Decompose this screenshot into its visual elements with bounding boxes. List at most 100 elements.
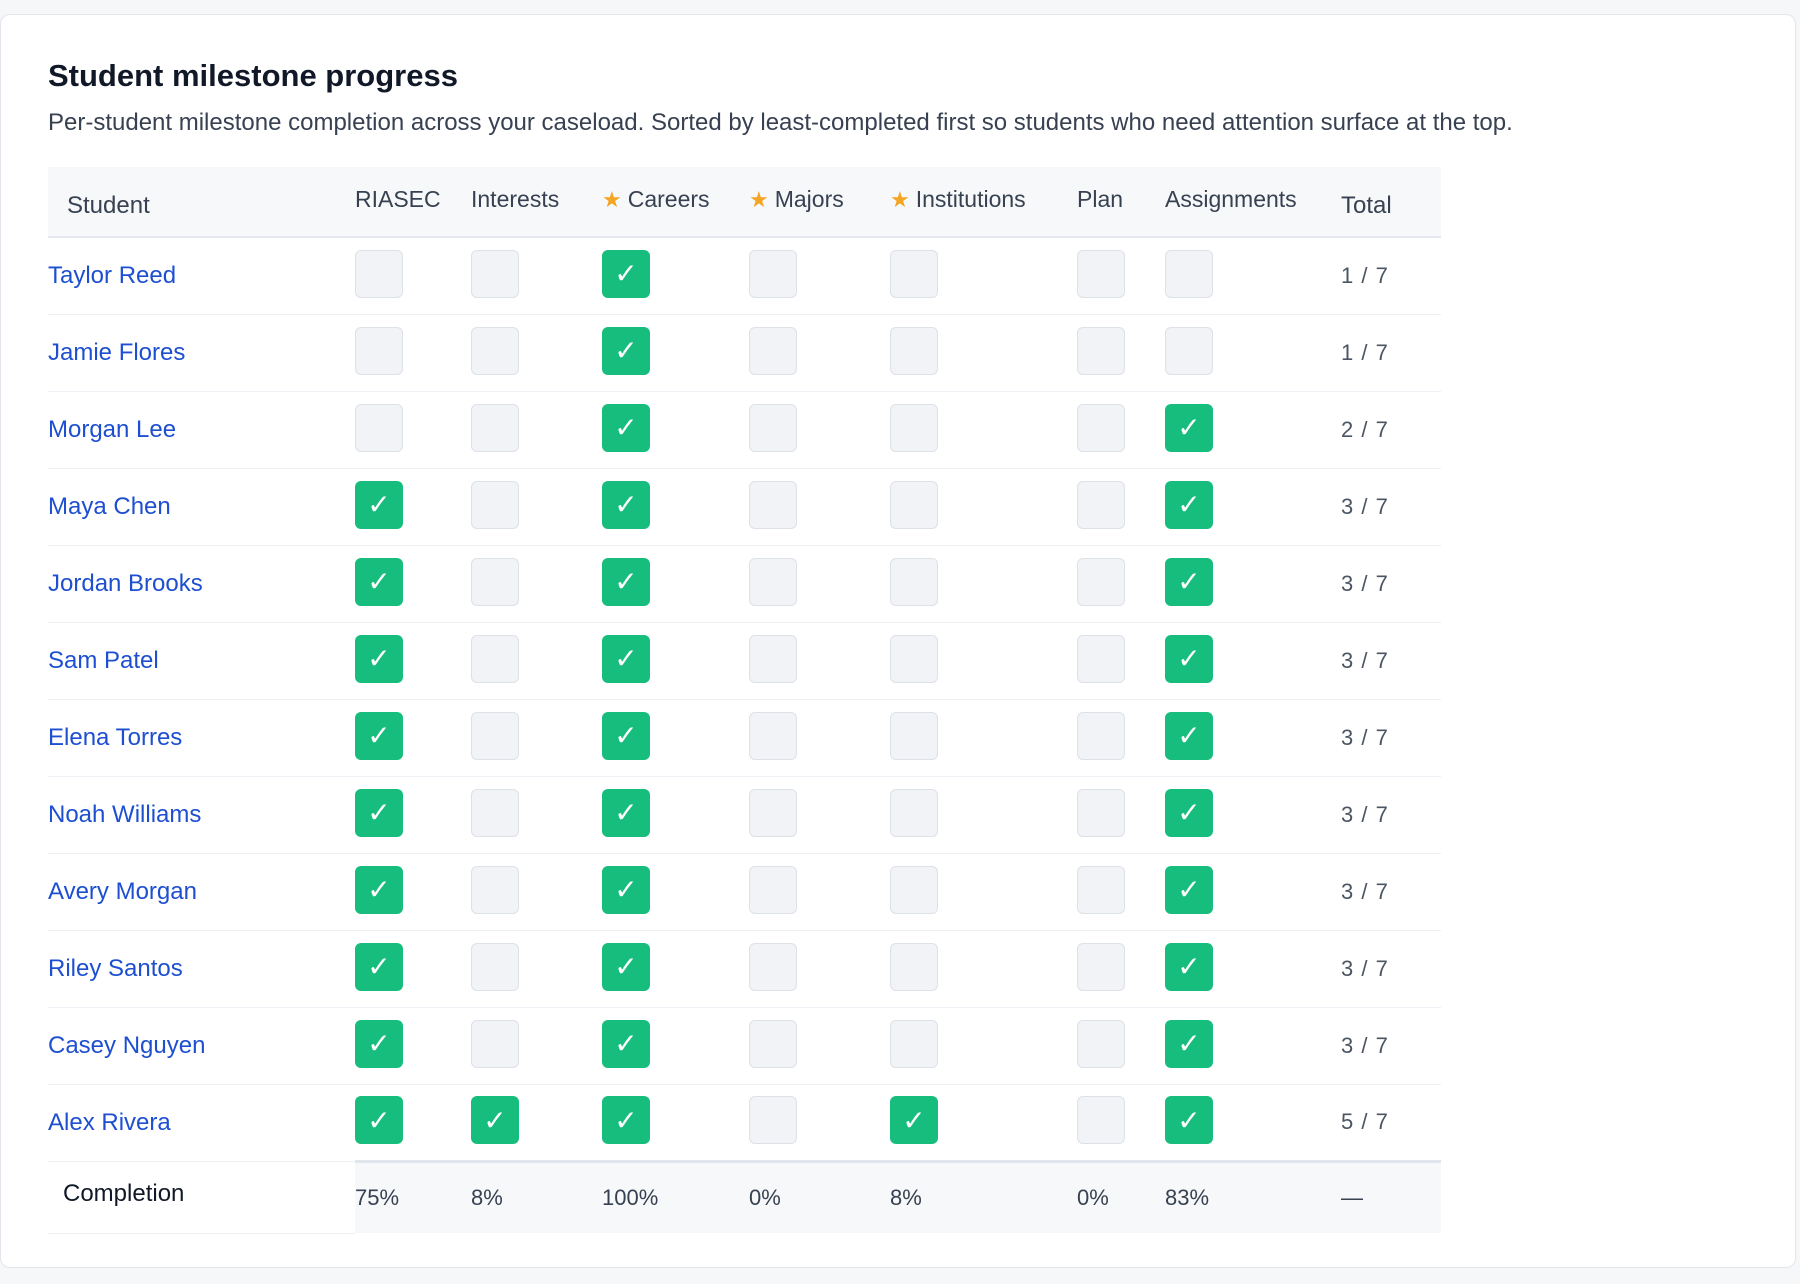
- milestone-incomplete-box: [890, 557, 938, 606]
- milestone-complete-check: ✓: [602, 403, 650, 452]
- student-name-link[interactable]: Sam Patel: [48, 646, 159, 674]
- student-name-cell: Elena Torres: [48, 699, 355, 776]
- milestone-cell: [471, 699, 602, 776]
- milestone-cell: [749, 1007, 890, 1084]
- milestone-cell: [471, 1007, 602, 1084]
- column-header-label: RIASEC: [355, 186, 441, 212]
- student-name-link[interactable]: Riley Santos: [48, 954, 183, 982]
- milestone-cell: ✓: [1165, 622, 1341, 699]
- column-header-label: Interests: [471, 186, 560, 212]
- table-header-row: Student RIASEC Interests ★ Careers ★ Major…: [48, 167, 1441, 238]
- milestone-cell: [471, 391, 602, 468]
- milestone-incomplete-box: [890, 865, 938, 914]
- milestone-cell: ✓: [355, 545, 471, 622]
- column-header-careers: ★ Careers: [602, 167, 749, 238]
- card-title: Student milestone progress: [48, 58, 458, 93]
- student-total: 3 / 7: [1341, 1032, 1389, 1058]
- milestone-complete-check: ✓: [602, 942, 650, 991]
- milestone-cell: [1165, 237, 1341, 314]
- milestone-complete-check: ✓: [1165, 788, 1213, 837]
- milestone-incomplete-box: [1077, 634, 1125, 683]
- milestone-incomplete-box: [1077, 711, 1125, 760]
- milestone-cell: [749, 1084, 890, 1161]
- student-total: 3 / 7: [1341, 955, 1389, 981]
- milestone-incomplete-box: [1077, 1096, 1125, 1144]
- milestone-cell: ✓: [602, 545, 749, 622]
- milestone-incomplete-box: [749, 403, 797, 452]
- milestone-cell: ✓: [602, 699, 749, 776]
- student-name-link[interactable]: Alex Rivera: [48, 1108, 171, 1136]
- milestone-complete-check: ✓: [355, 1096, 403, 1144]
- milestone-complete-check: ✓: [1165, 711, 1213, 760]
- completion-value: 8%: [890, 1159, 1077, 1233]
- milestone-cell: ✓: [602, 930, 749, 1007]
- milestone-incomplete-box: [890, 403, 938, 452]
- column-header-assignments: Assignments: [1165, 167, 1341, 238]
- column-header-label: Institutions: [915, 186, 1026, 212]
- student-name-link[interactable]: Maya Chen: [48, 492, 171, 520]
- milestone-incomplete-box: [890, 1019, 938, 1068]
- milestone-complete-check: ✓: [1165, 1096, 1213, 1144]
- student-name-cell: Sam Patel: [48, 622, 355, 699]
- milestone-cell: [749, 468, 890, 545]
- milestone-cell: [890, 314, 1077, 391]
- milestone-cell: ✓: [602, 391, 749, 468]
- student-total: 3 / 7: [1341, 647, 1389, 673]
- student-total: 1 / 7: [1341, 339, 1389, 365]
- milestone-incomplete-box: [471, 403, 519, 452]
- milestone-incomplete-box: [471, 711, 519, 760]
- milestone-cell: [1077, 1084, 1165, 1161]
- milestone-complete-check: ✓: [602, 326, 650, 375]
- student-name-cell: Jamie Flores: [48, 314, 355, 391]
- milestone-cell: ✓: [355, 622, 471, 699]
- milestone-cell: [1077, 699, 1165, 776]
- milestone-cell: [890, 622, 1077, 699]
- milestone-complete-check: ✓: [1165, 557, 1213, 606]
- table-row: Avery Morgan ✓ ✓ ✓ 3 / 7: [48, 853, 1441, 930]
- table-row: Jordan Brooks ✓ ✓ ✓ 3 / 7: [48, 545, 1441, 622]
- student-name-cell: Morgan Lee: [48, 391, 355, 468]
- milestone-incomplete-box: [471, 634, 519, 683]
- milestone-complete-check: ✓: [471, 1096, 519, 1144]
- milestone-cell: [471, 930, 602, 1007]
- student-name-link[interactable]: Jamie Flores: [48, 338, 186, 366]
- student-name-link[interactable]: Elena Torres: [48, 723, 183, 751]
- table-row: Noah Williams ✓ ✓ ✓ 3 / 7: [48, 776, 1441, 853]
- student-name-link[interactable]: Avery Morgan: [48, 877, 197, 905]
- student-total: 2 / 7: [1341, 416, 1389, 442]
- milestone-cell: [890, 237, 1077, 314]
- milestone-incomplete-box: [890, 634, 938, 683]
- milestone-complete-check: ✓: [890, 1096, 938, 1144]
- milestone-incomplete-box: [471, 1019, 519, 1068]
- milestone-cell: ✓: [602, 237, 749, 314]
- student-name-link[interactable]: Morgan Lee: [48, 415, 177, 443]
- milestone-complete-check: ✓: [602, 480, 650, 529]
- student-name-link[interactable]: Taylor Reed: [48, 261, 177, 289]
- milestone-complete-check: ✓: [355, 788, 403, 837]
- milestone-incomplete-box: [1165, 249, 1213, 298]
- milestone-complete-check: ✓: [355, 634, 403, 683]
- milestone-incomplete-box: [749, 788, 797, 837]
- student-name-link[interactable]: Jordan Brooks: [48, 569, 203, 597]
- milestone-cell: [471, 314, 602, 391]
- milestone-incomplete-box: [890, 326, 938, 375]
- milestone-cell: ✓: [1165, 468, 1341, 545]
- student-name-link[interactable]: Casey Nguyen: [48, 1031, 206, 1059]
- table-row: Maya Chen ✓ ✓ ✓ 3 / 7: [48, 468, 1441, 545]
- student-name-link[interactable]: Noah Williams: [48, 800, 202, 828]
- column-header-label: Plan: [1077, 186, 1124, 212]
- milestone-complete-check: ✓: [602, 711, 650, 760]
- milestone-incomplete-box: [471, 865, 519, 914]
- milestone-complete-check: ✓: [1165, 403, 1213, 452]
- milestone-cell: ✓: [602, 853, 749, 930]
- milestone-cell: ✓: [1165, 776, 1341, 853]
- milestone-incomplete-box: [749, 1096, 797, 1144]
- milestone-cell: ✓: [890, 1084, 1077, 1161]
- column-header-plan: Plan: [1077, 167, 1165, 238]
- milestone-cell: [1077, 1007, 1165, 1084]
- milestone-cell: [1077, 237, 1165, 314]
- milestone-cell: ✓: [355, 776, 471, 853]
- milestone-cell: ✓: [602, 1007, 749, 1084]
- milestone-cell: ✓: [1165, 1007, 1341, 1084]
- milestone-complete-check: ✓: [355, 865, 403, 914]
